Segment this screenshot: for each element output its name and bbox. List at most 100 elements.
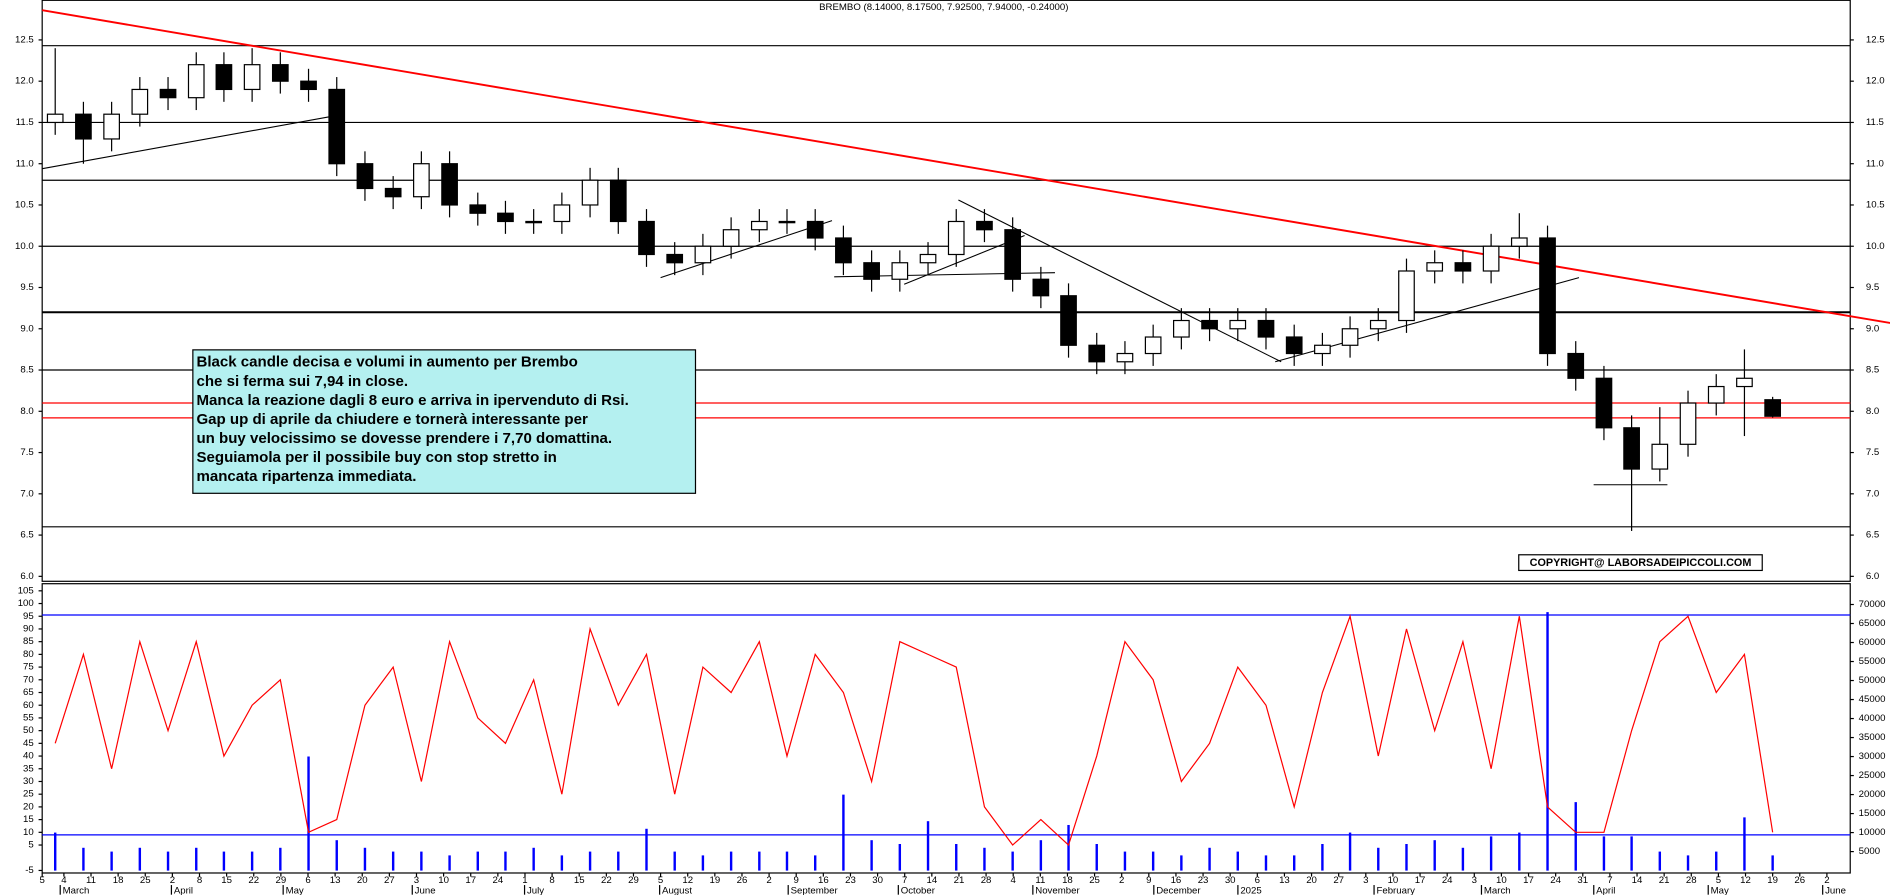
volume-tick-label: 15000 [1859,808,1886,819]
x-tick-label: 16 [1171,875,1182,886]
month-label: March [63,886,90,895]
x-tick-label: 21 [954,875,965,886]
candle-body [553,204,571,223]
indicator-frame [41,583,1851,874]
rsi-tick-label: 60 [23,700,34,711]
annotation-line: Manca la reazione dagli 8 euro e arriva … [196,392,628,409]
annotation-line: che si ferma sui 7,94 in close. [196,373,408,390]
rsi-tick-label: 90 [23,624,34,635]
rsi-tick-label: 85 [23,636,34,647]
copyright: COPYRIGHT@ LABORSADEIPICCOLI.COM [1530,557,1752,569]
y-tick-label: 7.0 [20,488,33,499]
candle-body [666,253,684,264]
y-tick-label: 12.5 [15,34,34,45]
x-tick-label: 5 [1716,875,1721,886]
x-tick-label: 22 [601,875,612,886]
x-tick-label: 5 [658,875,663,886]
x-tick-label: 8 [197,875,202,886]
candle-body [1173,319,1190,338]
x-tick-label: 29 [276,875,287,886]
rsi-tick-label: 20 [23,801,34,812]
x-tick-label: 25 [1089,875,1100,886]
candle-body [1257,319,1275,338]
x-tick-label: 10 [438,875,449,886]
y-tick-label: 9.0 [20,323,33,334]
y-tick-label: 8.0 [20,406,33,417]
annotation-line: Seguiamola per il possibile buy con stop… [196,449,556,466]
candle-body [1567,352,1585,379]
candle-body [356,163,374,190]
candle-body [750,220,768,231]
candle-body [835,237,852,264]
month-label: November [1035,886,1080,895]
candle-body [1201,319,1218,330]
candle-body [1369,319,1387,330]
candle-body [271,64,289,82]
y-tick-label: 10.0 [1866,241,1885,252]
y-tick-label: 12.5 [1866,34,1885,45]
candle-body [1595,377,1613,429]
x-tick-label: 15 [574,875,585,886]
candle-body [159,88,177,99]
rsi-tick-label: 30 [23,776,34,787]
x-tick-label: 18 [1062,875,1073,886]
x-tick-label: 20 [1306,875,1317,886]
candle-body [1707,385,1725,404]
y-tick-label: 7.0 [1866,488,1879,499]
chart-title: BREMBO (8.14000, 8.17500, 7.92500, 7.940… [819,2,1068,13]
candle-body [1539,237,1556,355]
candle-body [1482,245,1500,272]
x-tick-label: 16 [818,875,829,886]
x-tick-label: 29 [628,875,639,886]
x-tick-label: 9 [794,875,799,886]
x-tick-label: 20 [357,875,368,886]
x-tick-label: 1 [522,875,527,886]
rsi-tick-label: 95 [23,611,34,622]
volume-tick-label: 55000 [1859,656,1886,667]
rsi-tick-label: 5 [28,840,33,851]
y-tick-label: 10.0 [15,241,34,252]
y-tick-label: 9.0 [1866,323,1879,334]
candle-body [947,220,965,256]
x-tick-label: 28 [1686,875,1697,886]
candle-body [722,229,740,247]
trendline [42,9,1890,324]
x-tick-label: 13 [330,875,341,886]
rsi-tick-label: 55 [23,712,34,723]
rsi-tick-label: 100 [18,598,34,609]
y-tick-label: 8.5 [1866,365,1879,376]
y-tick-label: 7.5 [1866,447,1879,458]
candle-body [1623,427,1640,470]
x-tick-label: 2 [766,875,771,886]
x-tick-label: 12 [682,875,693,886]
month-label: April [1596,886,1615,895]
x-tick-label: 4 [61,875,67,886]
month-label: April [174,886,193,895]
trendline [660,220,833,279]
rsi-tick-label: 75 [23,662,34,673]
candle-body [863,262,880,280]
y-tick-label: 10.5 [15,200,34,211]
candle-body [1736,377,1753,388]
x-tick-label: 21 [1659,875,1670,886]
candle-body [1510,237,1528,247]
x-tick-label: 13 [1279,875,1290,886]
x-tick-label: 11 [86,875,96,886]
candle-body [1651,443,1669,470]
rsi-tick-label: 80 [23,649,34,660]
candle-body [976,220,993,231]
volume-tick-label: 25000 [1859,770,1886,781]
candle-body [891,262,909,280]
y-tick-label: 9.5 [1866,282,1879,293]
x-tick-label: 9 [1146,875,1151,886]
volume-tick-label: 50000 [1859,675,1886,686]
y-tick-label: 11.5 [1866,117,1884,128]
month-label: October [901,886,936,895]
rsi-tick-label: 50 [23,725,34,736]
annotation-box [192,349,697,494]
y-tick-label: 9.5 [20,282,33,293]
y-tick-label: 8.0 [1866,406,1879,417]
x-tick-label: 24 [1442,875,1453,886]
rsi-line [54,614,1774,847]
